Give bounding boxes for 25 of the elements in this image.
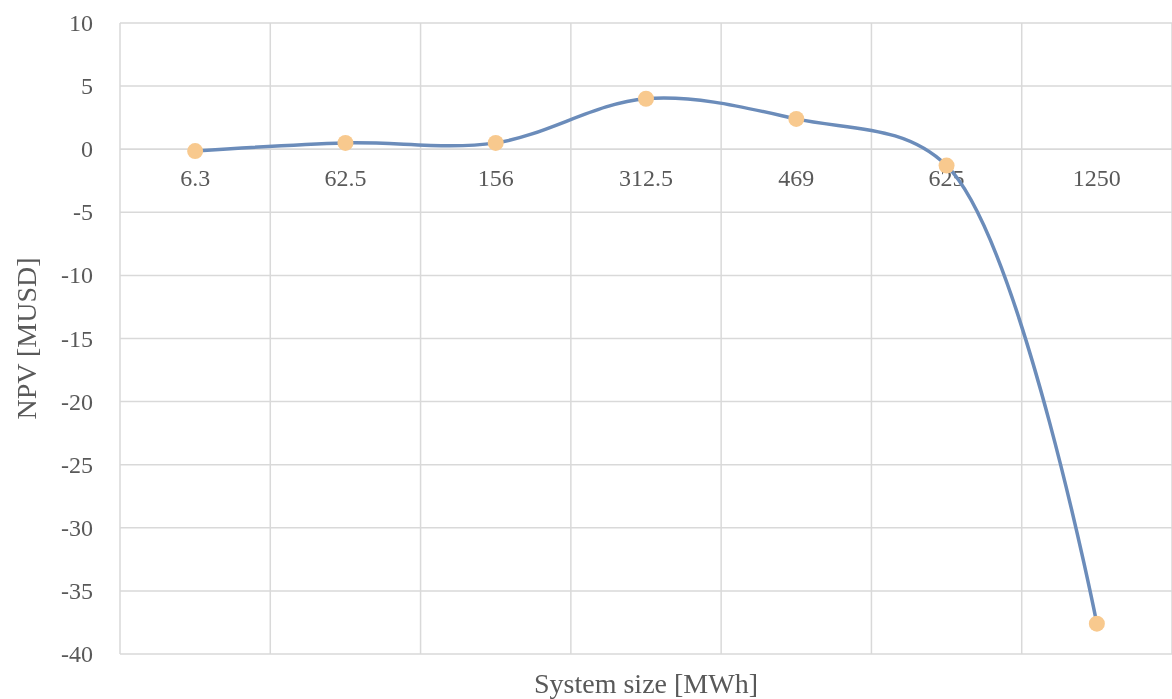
x-tick-label: 62.5 bbox=[324, 165, 367, 191]
y-tick-label: 10 bbox=[69, 10, 93, 36]
y-tick-label: -40 bbox=[61, 641, 93, 667]
y-tick-label: -5 bbox=[73, 199, 93, 226]
y-tick-label: 5 bbox=[81, 73, 93, 100]
x-tick-label: 6.3 bbox=[180, 165, 211, 191]
x-tick-label: 312.5 bbox=[619, 165, 673, 191]
x-tick-label: 156 bbox=[477, 165, 514, 191]
x-tick-label: 469 bbox=[778, 165, 815, 191]
y-tick-label: -35 bbox=[61, 577, 93, 604]
point bbox=[337, 134, 354, 151]
x-axis-title: System size [MWh] bbox=[534, 668, 758, 699]
point bbox=[638, 90, 654, 107]
x-tick-label: 1250 bbox=[1072, 165, 1121, 191]
point bbox=[487, 134, 504, 151]
point bbox=[1088, 615, 1105, 632]
point bbox=[187, 143, 204, 160]
point bbox=[788, 110, 805, 127]
y-axis-title: NPV [MUSD] bbox=[11, 257, 42, 420]
y-tick-label: -10 bbox=[61, 262, 93, 289]
y-tick-label: -20 bbox=[61, 388, 93, 415]
y-tick-label: -30 bbox=[61, 514, 93, 541]
y-tick-label: -25 bbox=[61, 451, 93, 478]
y-tick-label: -15 bbox=[61, 325, 93, 352]
y-tick-label: 0 bbox=[81, 136, 93, 163]
